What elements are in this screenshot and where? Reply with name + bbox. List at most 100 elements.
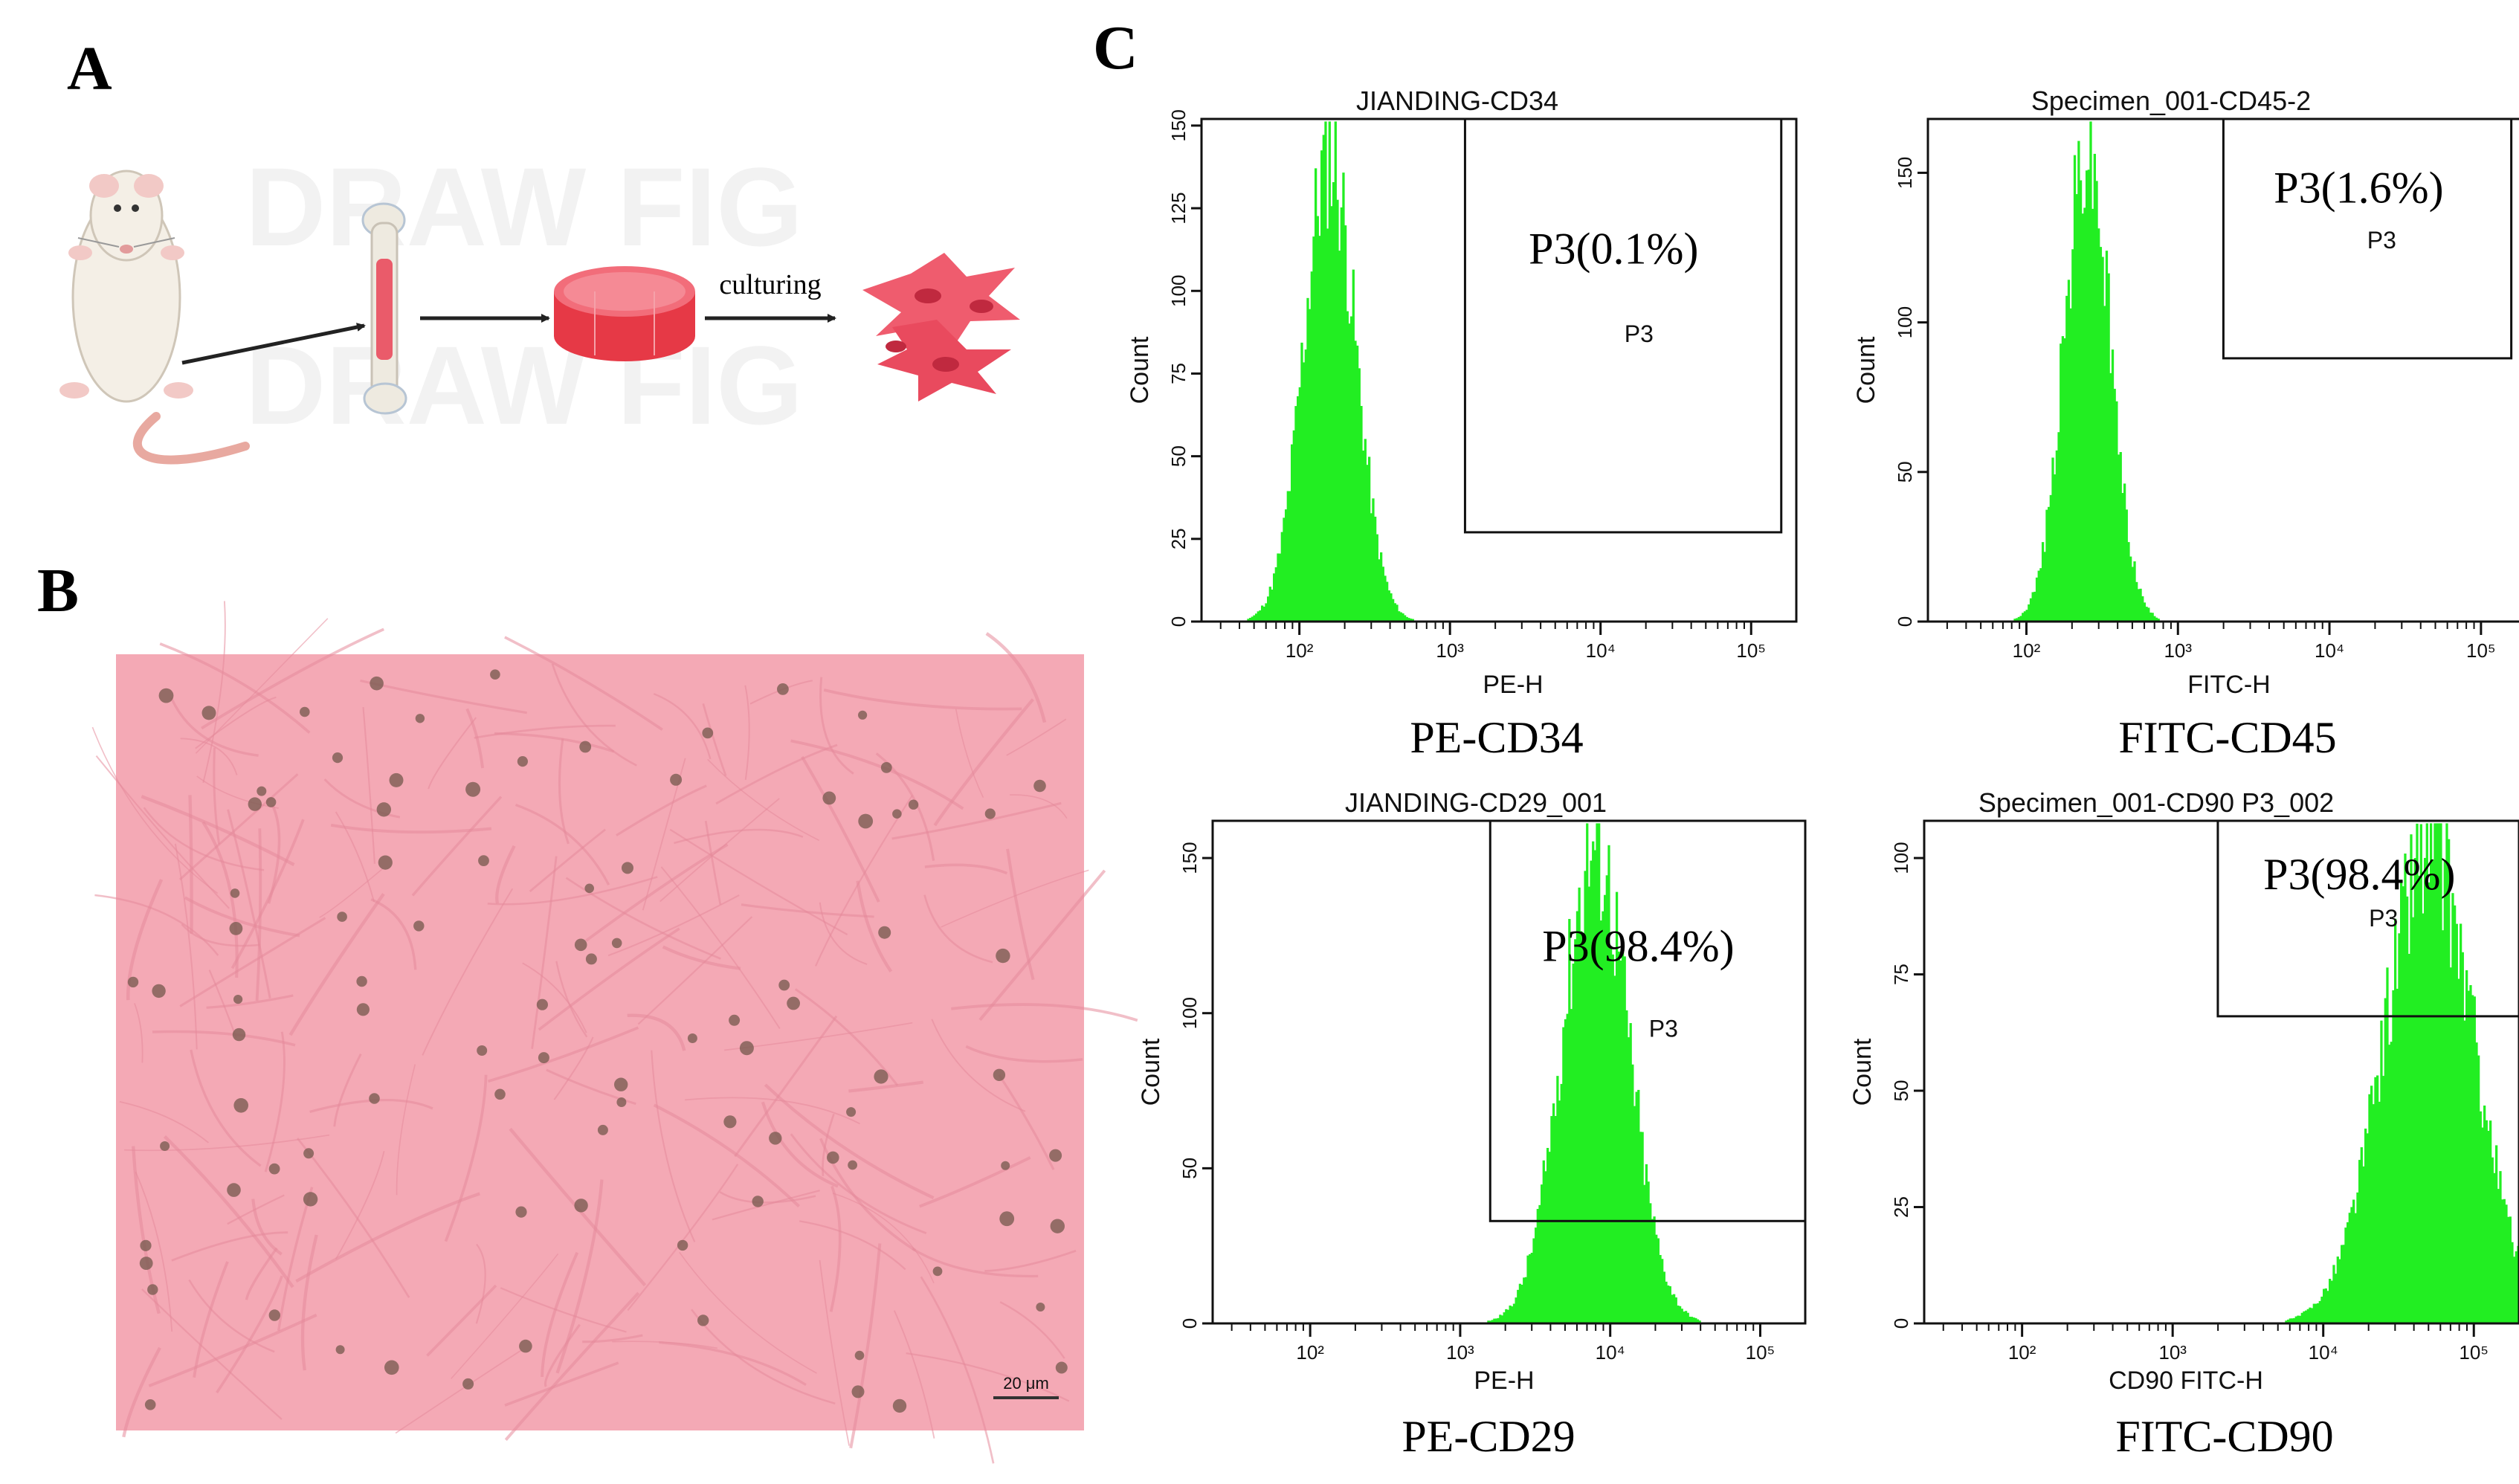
histogram-bar: [2455, 923, 2458, 1323]
y-tick-label: 50: [1894, 461, 1916, 483]
watermark-text-1: DRAW FIG: [245, 144, 803, 269]
histogram-bar: [2332, 1265, 2335, 1323]
cell-fiber: [202, 601, 226, 784]
histogram-bar: [1378, 559, 1381, 622]
histogram-bar: [2031, 592, 2034, 622]
cell-fiber: [679, 1251, 817, 1374]
plot-caption: PE-CD29: [1402, 1412, 1575, 1461]
cell-fiber: [190, 1049, 262, 1167]
cell-fiber: [662, 945, 741, 970]
cell-fiber: [832, 1193, 935, 1283]
histogram-bar: [1267, 596, 1270, 622]
histogram-bar: [1324, 121, 1327, 622]
cell-fiber: [152, 1030, 296, 1047]
scale-bar: 20 μm: [993, 1374, 1059, 1399]
histogram-bar: [1615, 891, 1619, 1323]
histogram-bar: [2033, 591, 2036, 622]
rat-illustration: [59, 170, 250, 465]
histogram-bar: [1277, 553, 1280, 622]
cell-fiber: [206, 994, 294, 1009]
y-tick-label: 125: [1167, 192, 1190, 224]
histogram-bar: [1370, 513, 1373, 622]
cell-nucleus: [139, 1256, 153, 1270]
histogram-bar: [1268, 587, 1271, 622]
cell-nucleus: [908, 799, 919, 810]
histogram-bar: [2439, 823, 2442, 1323]
histogram-bar: [2147, 607, 2150, 622]
histogram-bar: [2093, 153, 2096, 622]
histogram-bar: [1265, 603, 1268, 622]
arrow-rat-to-bone: [181, 323, 366, 365]
histogram-bar: [1517, 1289, 1520, 1323]
cell-fiber: [179, 917, 326, 1007]
histogram-4: 0 25 50 75 100 10² 10³ 10⁴ 10⁵ P3(98.4%) P3 Specime…: [1848, 787, 2519, 1461]
x-tick-label: 10³: [2164, 639, 2192, 662]
cell-nucleus: [378, 855, 393, 870]
cell-fiber: [319, 868, 383, 918]
x-axis-label: FITC-H: [2187, 671, 2270, 699]
histogram-bar: [2101, 257, 2104, 622]
histogram-bar: [1318, 236, 1321, 622]
x-axis-label: PE-H: [1474, 1367, 1534, 1395]
histogram-bar: [2388, 1045, 2391, 1323]
histogram-bar: [2081, 213, 2084, 622]
histogram-bar: [2151, 613, 2154, 622]
histogram-bar: [2497, 1189, 2500, 1323]
histogram-bar: [2121, 493, 2124, 622]
histogram-bar: [1509, 1305, 1512, 1323]
cell-fiber: [984, 1250, 1077, 1272]
cell-fiber: [744, 685, 750, 781]
histogram-bar: [1529, 1254, 1532, 1323]
cell-fiber: [553, 1036, 594, 1100]
cell-nucleus: [778, 979, 790, 991]
histogram-bar: [1548, 1152, 1551, 1323]
x-tick-label: 10⁵: [2466, 639, 2496, 662]
histogram-bar: [2063, 338, 2066, 622]
cell-fiber: [134, 1003, 143, 1063]
histogram-bar: [2073, 155, 2077, 622]
cell-fiber: [195, 696, 277, 749]
histogram-bar: [1500, 1315, 1504, 1323]
histogram-bar: [1635, 1091, 1638, 1323]
histogram-bar: [1366, 465, 1369, 622]
cell-fiber: [370, 898, 417, 970]
histogram-bar: [1488, 1320, 1492, 1323]
histogram-bar: [2137, 589, 2141, 622]
histogram-bar: [1344, 225, 1347, 622]
histogram-bar: [2143, 602, 2147, 622]
histogram-bar: [2394, 918, 2397, 1323]
histogram-bar: [1286, 491, 1289, 622]
cell-fiber: [815, 795, 913, 967]
cell-nucleus: [227, 1183, 241, 1197]
histogram-bar: [2095, 181, 2098, 622]
histogram-bar: [2445, 823, 2448, 1323]
cell-nucleus: [384, 1360, 399, 1375]
histogram-bar: [2481, 1127, 2484, 1323]
cell-nucleus: [702, 727, 714, 739]
histogram-bar: [2454, 905, 2457, 1323]
gate-name-label: P3: [2369, 905, 2398, 932]
y-tick-label: 50: [1890, 1080, 1912, 1102]
histogram-bar: [2131, 567, 2134, 622]
cell-fiber: [184, 896, 300, 938]
histogram-bar: [2303, 1311, 2306, 1323]
gate-percent-label: P3(98.4%): [1542, 921, 1734, 970]
histogram-bar: [2300, 1312, 2303, 1323]
histogram-bar: [1352, 269, 1355, 622]
cell-nucleus: [892, 1398, 907, 1413]
histogram-bar: [2145, 607, 2148, 622]
cell-nucleus: [517, 756, 529, 767]
histogram-bar: [1596, 823, 1599, 1323]
gate-name-label: P3: [1625, 320, 1654, 347]
histogram-bar: [1598, 823, 1601, 1323]
gate-percent-label: P3(1.6%): [2274, 164, 2443, 213]
cell-fiber: [651, 1050, 696, 1242]
histogram-bar: [2396, 988, 2399, 1323]
cell-fiber: [999, 1301, 1065, 1359]
histogram-bar: [1255, 613, 1258, 622]
histogram-bar: [2055, 450, 2059, 622]
cell-fiber: [465, 708, 485, 769]
cell-nucleus: [1001, 1161, 1010, 1170]
histogram-bar: [1526, 1255, 1529, 1323]
